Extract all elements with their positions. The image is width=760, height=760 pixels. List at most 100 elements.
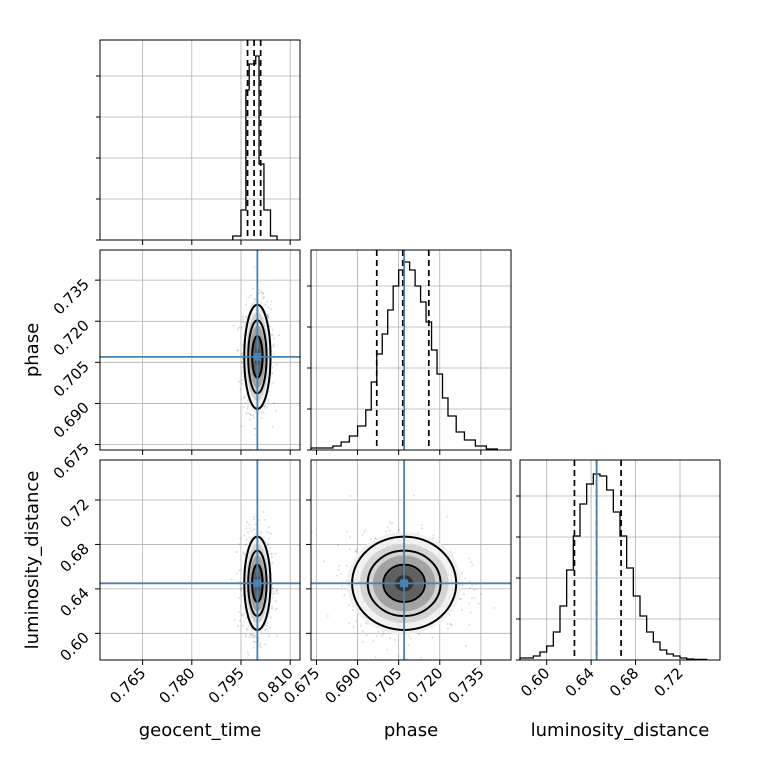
sample-point [250, 530, 253, 533]
sample-point [239, 388, 242, 391]
sample-point [361, 533, 364, 536]
sample-point [242, 612, 245, 615]
sample-point [252, 646, 255, 649]
sample-point [240, 326, 243, 329]
sample-point [420, 656, 423, 659]
sample-point [244, 543, 247, 546]
xtick-label: 0.705 [362, 664, 405, 707]
sample-point [254, 298, 257, 301]
sample-point [265, 530, 268, 533]
sample-point [270, 533, 273, 536]
sample-point [432, 534, 435, 537]
sample-point [258, 288, 261, 291]
axes-frame [310, 459, 512, 661]
sample-point [259, 646, 262, 649]
sample-point [274, 552, 277, 555]
sample-point [260, 416, 263, 419]
sample-point [265, 624, 268, 627]
sample-point [462, 593, 465, 596]
ytick-label: 0.64 [56, 584, 92, 620]
ytick-label: 0.735 [50, 275, 93, 318]
sample-point [265, 628, 268, 631]
sample-point [247, 411, 250, 414]
ytick-label: 0.720 [50, 316, 93, 359]
sample-point [248, 296, 251, 299]
sample-point [240, 353, 243, 356]
sample-point [276, 589, 279, 592]
sample-point [238, 597, 241, 600]
sample-point [261, 411, 264, 414]
sample-point [246, 407, 249, 410]
sample-point [349, 536, 352, 539]
sample-point [374, 656, 377, 659]
sample-point [365, 634, 368, 637]
sample-point [267, 399, 270, 402]
sample-point [253, 518, 256, 521]
sample-point [372, 640, 375, 643]
sample-point [271, 425, 274, 428]
sample-point [241, 594, 244, 597]
sample-point [267, 316, 270, 319]
sample-point [449, 550, 452, 553]
sample-point [242, 318, 245, 321]
sample-point [247, 654, 250, 657]
sample-point [267, 306, 270, 309]
sample-point [354, 549, 357, 552]
sample-point [473, 596, 476, 599]
xaxis-label-luminosity_distance: luminosity_distance [531, 720, 710, 741]
xtick-label: 0.735 [445, 664, 488, 707]
ytick-label: 0.705 [50, 357, 93, 400]
sample-point [468, 602, 471, 605]
sample-point [241, 624, 244, 627]
sample-point [266, 406, 269, 409]
xtick-label: 0.780 [156, 664, 199, 707]
sample-point [259, 530, 262, 533]
axes-frame [310, 249, 512, 451]
sample-point [271, 372, 274, 375]
sample-point [460, 608, 463, 611]
sample-point [249, 413, 252, 416]
sample-point [241, 382, 244, 385]
sample-point [261, 292, 264, 295]
sample-point [252, 287, 255, 290]
sample-point [261, 531, 264, 534]
sample-point [264, 628, 267, 631]
sample-point [239, 604, 242, 607]
sample-point [252, 635, 255, 638]
sample-point [363, 531, 366, 534]
sample-point [468, 623, 471, 626]
sample-point [341, 585, 344, 588]
sample-point [278, 334, 281, 337]
sample-point [242, 315, 245, 318]
sample-point [337, 568, 340, 571]
sample-point [269, 552, 272, 555]
sample-point [409, 637, 412, 640]
sample-point [262, 297, 265, 300]
sample-point [252, 636, 255, 639]
sample-point [245, 527, 248, 530]
sample-point [322, 560, 325, 563]
sample-point [235, 572, 238, 575]
sample-point [244, 412, 247, 415]
xtick-label: 0.795 [205, 664, 248, 707]
sample-point [326, 614, 329, 617]
sample-point [275, 600, 278, 603]
sample-point [413, 494, 416, 497]
sample-point [243, 552, 246, 555]
sample-point [398, 528, 401, 531]
sample-point [254, 523, 257, 526]
sample-point [239, 584, 242, 587]
sample-point [247, 625, 250, 628]
truth-marker [253, 352, 262, 361]
sample-point [244, 303, 247, 306]
sample-point [248, 536, 251, 539]
sample-point [397, 655, 400, 658]
sample-point [244, 401, 247, 404]
sample-point [244, 635, 247, 638]
sample-point [405, 657, 408, 660]
sample-point [248, 635, 251, 638]
sample-point [382, 633, 385, 636]
sample-point [272, 353, 275, 356]
sample-point [262, 511, 265, 514]
